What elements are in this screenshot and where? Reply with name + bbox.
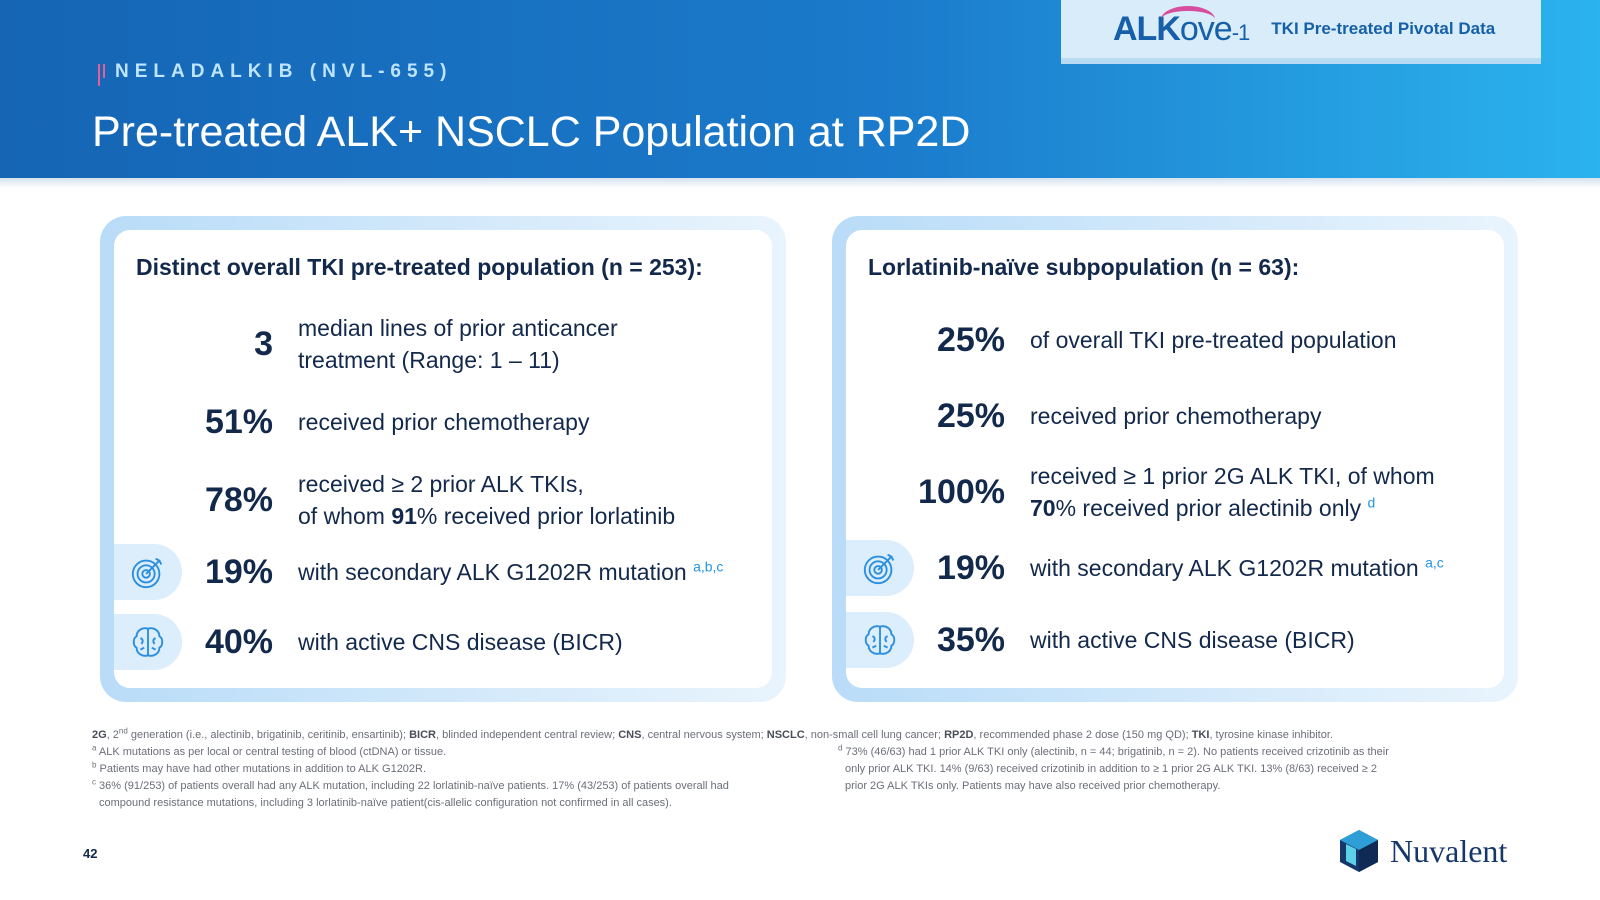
footnotes-right: d 73% (46/63) had 1 prior ALK TKI only (…: [838, 744, 1389, 795]
footnote-c: c 36% (91/253) of patients overall had a…: [92, 777, 729, 792]
left-panel-card: Distinct overall TKI pre-treated populat…: [114, 230, 772, 688]
stat-bold-value: 70: [1030, 495, 1056, 521]
stat-line-suffix: % received prior lorlatinib: [416, 503, 676, 529]
nuvalent-cube-icon: [1340, 830, 1378, 872]
brand-subtitle: TKI Pre-treated Pivotal Data: [1271, 19, 1496, 38]
stat-value: 35%: [936, 620, 1005, 659]
stat-row: 35% with active CNS disease (BICR): [846, 610, 1504, 670]
eyebrow-bars-icon: [98, 58, 105, 86]
stat-description: received ≥ 2 prior ALK TKIs, of whom 91%…: [298, 468, 675, 532]
footnote-marker: d: [1367, 494, 1376, 511]
right-panel-heading: Lorlatinib-naïve subpopulation (n = 63):: [868, 254, 1300, 280]
stat-description: received prior chemotherapy: [298, 409, 590, 435]
eyebrow: NELADALKIB (NVL-655): [98, 58, 452, 86]
stat-description: received prior chemotherapy: [1030, 403, 1322, 429]
stat-value: 3: [254, 324, 273, 363]
stat-row: 25% of overall TKI pre-treated populatio…: [846, 310, 1504, 370]
stat-row: 19% with secondary ALK G1202R mutation a…: [846, 538, 1504, 598]
footnote-d-cont: prior 2G ALK TKIs only. Patients may hav…: [845, 780, 1221, 792]
stat-row: 100% received ≥ 1 prior 2G ALK TKI, of w…: [846, 462, 1504, 522]
target-icon: [846, 540, 914, 596]
eyebrow-text: NELADALKIB (NVL-655): [115, 61, 453, 82]
stat-value: 19%: [204, 552, 273, 591]
footnote-b: b Patients may have had other mutations …: [92, 760, 427, 775]
stat-description: of overall TKI pre-treated population: [1030, 327, 1397, 353]
footnote-marker: a,c: [1425, 554, 1444, 571]
page-title: Pre-treated ALK+ NSCLC Population at RP2…: [92, 108, 971, 156]
stat-row: 40% with active CNS disease (BICR): [114, 612, 772, 672]
stat-row: 3 median lines of prior anticancer treat…: [114, 314, 772, 374]
stat-row: 78% received ≥ 2 prior ALK TKIs, of whom…: [114, 470, 772, 530]
stat-description: with secondary ALK G1202R mutation a,b,c: [298, 556, 723, 588]
stat-value: 100%: [918, 472, 1005, 511]
logo-suffix: -1: [1231, 19, 1251, 45]
left-panel-heading: Distinct overall TKI pre-treated populat…: [136, 254, 703, 280]
brain-icon: [846, 612, 914, 668]
stat-line: received ≥ 2 prior ALK TKIs,: [298, 471, 584, 497]
stat-description: received ≥ 1 prior 2G ALK TKI, of whom 7…: [1030, 460, 1435, 524]
footnote-c-cont: compound resistance mutations, including…: [99, 797, 672, 809]
stat-description: with active CNS disease (BICR): [298, 629, 623, 655]
stat-value: 19%: [936, 548, 1005, 587]
stat-bold-value: 91: [391, 503, 417, 529]
stat-value: 25%: [936, 396, 1005, 435]
stat-line-prefix: of whom: [298, 503, 392, 529]
company-name: Nuvalent: [1390, 832, 1508, 869]
left-panel: Distinct overall TKI pre-treated populat…: [100, 216, 786, 702]
page-number: 42: [83, 846, 98, 861]
stat-row: 51% received prior chemotherapy: [114, 392, 772, 452]
stat-description: median lines of prior anticancer treatme…: [298, 312, 618, 376]
footnote-d-cont: only prior ALK TKI. 14% (9/63) received …: [845, 763, 1377, 775]
stat-line: median lines of prior anticancer: [298, 315, 618, 341]
stat-value: 25%: [936, 320, 1005, 359]
stat-value: 51%: [204, 402, 273, 441]
target-icon: [114, 544, 182, 600]
abbreviations-footnote: 2G, 2nd generation (i.e., alectinib, bri…: [92, 726, 1333, 741]
footnotes-left: 2G, 2nd generation (i.e., alectinib, bri…: [92, 727, 1333, 812]
header-shadow: [0, 178, 1600, 188]
logo-arc-icon: [1161, 5, 1215, 33]
stat-value: 78%: [204, 480, 273, 519]
stat-line: received ≥ 1 prior 2G ALK TKI, of whom: [1030, 463, 1435, 489]
nuvalent-logo: Nuvalent: [1338, 828, 1507, 874]
stat-value: 40%: [204, 622, 273, 661]
stat-description: with active CNS disease (BICR): [1030, 627, 1355, 653]
brand-box: ALKove-1 TKI Pre-treated Pivotal Data: [1061, 0, 1541, 64]
right-panel-card: Lorlatinib-naïve subpopulation (n = 63):…: [846, 230, 1504, 688]
right-panel: Lorlatinib-naïve subpopulation (n = 63):…: [832, 216, 1518, 702]
stat-row: 25% received prior chemotherapy: [846, 386, 1504, 446]
footnote-marker: a,b,c: [693, 558, 724, 575]
brain-icon: [114, 614, 182, 670]
stat-line: treatment (Range: 1 – 11): [298, 347, 560, 373]
alkove-logo: ALKove-1: [1113, 5, 1251, 49]
footnote-d: d 73% (46/63) had 1 prior ALK TKI only (…: [838, 743, 1389, 758]
stat-line-suffix: % received prior alectinib only: [1055, 495, 1362, 521]
stat-text: with secondary ALK G1202R mutation: [298, 559, 687, 585]
footnote-a: a ALK mutations as per local or central …: [92, 743, 447, 758]
stat-row: 19% with secondary ALK G1202R mutation a…: [114, 542, 772, 602]
stat-text: with secondary ALK G1202R mutation: [1030, 555, 1419, 581]
stat-description: with secondary ALK G1202R mutation a,c: [1030, 552, 1444, 584]
